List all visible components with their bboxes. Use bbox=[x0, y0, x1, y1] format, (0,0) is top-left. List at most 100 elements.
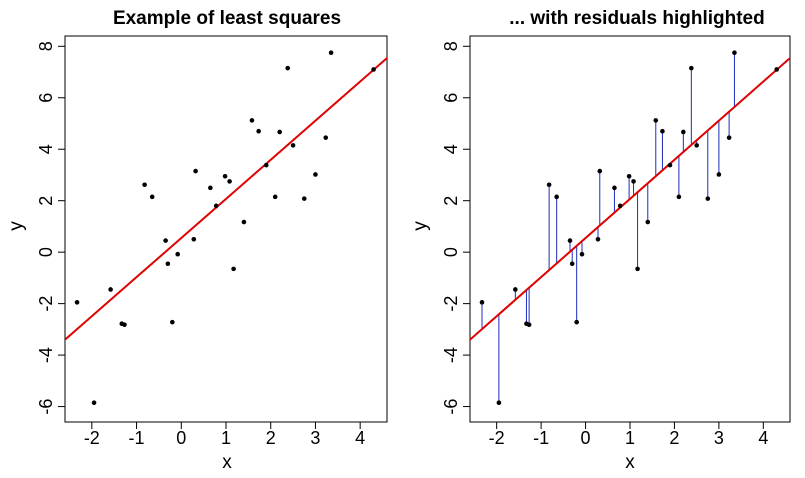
y-tick-label: 8 bbox=[36, 41, 56, 51]
data-point bbox=[595, 236, 601, 242]
data-point bbox=[163, 238, 168, 243]
data-point bbox=[149, 194, 155, 200]
data-point bbox=[660, 128, 665, 134]
data-point bbox=[597, 168, 603, 174]
data-point bbox=[579, 251, 585, 257]
y-tick-label: -6 bbox=[441, 399, 461, 415]
regression-line bbox=[65, 56, 387, 342]
data-point bbox=[323, 135, 329, 140]
data-point bbox=[328, 50, 334, 56]
data-point bbox=[726, 135, 732, 140]
panel-least-squares: Example of least squares x y -2 -1 0 1 2 3 4 -6… bbox=[6, 8, 388, 473]
y-tick-label: -4 bbox=[36, 347, 56, 363]
x-tick-label: 1 bbox=[221, 428, 231, 448]
y-tick-label: 4 bbox=[441, 144, 461, 154]
panel-1-frame bbox=[469, 35, 791, 423]
data-point bbox=[170, 319, 175, 325]
data-point bbox=[569, 261, 575, 267]
data-point bbox=[774, 67, 779, 72]
x-tick-label: 4 bbox=[355, 428, 365, 448]
data-point bbox=[165, 261, 171, 267]
data-point bbox=[371, 67, 376, 72]
y-tick-label: 0 bbox=[36, 247, 56, 257]
data-point bbox=[716, 172, 722, 177]
data-point bbox=[277, 129, 282, 135]
data-point bbox=[631, 179, 636, 184]
x-tick-label: -1 bbox=[129, 428, 145, 448]
regression-line bbox=[470, 56, 790, 342]
x-tick-label: 3 bbox=[310, 428, 320, 448]
panel-1-ylabel: y bbox=[410, 221, 431, 231]
data-point bbox=[732, 50, 737, 56]
y-tick-label: 2 bbox=[441, 196, 461, 206]
data-point bbox=[653, 118, 659, 123]
data-point bbox=[241, 219, 247, 225]
data-point bbox=[617, 203, 623, 209]
data-point bbox=[231, 266, 236, 272]
data-point bbox=[142, 182, 147, 188]
y-tick-label: -4 bbox=[441, 347, 461, 363]
y-tick-label: 0 bbox=[441, 247, 461, 257]
panel-1-xlabel: x bbox=[625, 452, 635, 473]
panel-residuals: ... with residuals highlighted x y -2 -1 0… bbox=[410, 8, 791, 473]
x-tick-label: 3 bbox=[714, 428, 724, 448]
data-point bbox=[313, 172, 318, 177]
data-point bbox=[122, 322, 127, 328]
data-point bbox=[285, 65, 291, 71]
x-tick-label: -2 bbox=[84, 428, 100, 448]
data-point bbox=[301, 196, 307, 201]
data-point bbox=[681, 129, 686, 135]
data-point bbox=[554, 194, 559, 200]
data-point bbox=[626, 173, 632, 179]
data-point bbox=[479, 300, 485, 305]
data-point bbox=[496, 400, 502, 406]
data-point bbox=[272, 194, 278, 200]
data-point bbox=[694, 143, 699, 148]
data-point bbox=[227, 179, 232, 184]
x-tick-label: 0 bbox=[581, 428, 591, 448]
data-point bbox=[612, 185, 617, 191]
data-point bbox=[91, 400, 97, 406]
data-point bbox=[513, 287, 518, 292]
data-point bbox=[249, 118, 255, 123]
panel-0-ylabel: y bbox=[6, 221, 27, 231]
data-point bbox=[645, 219, 651, 225]
data-point bbox=[74, 300, 80, 305]
y-tick-label: -6 bbox=[36, 399, 56, 415]
data-point bbox=[213, 203, 219, 209]
panel-1-title: ... with residuals highlighted bbox=[509, 8, 764, 29]
data-point bbox=[256, 128, 261, 134]
panel-0-xlabel: x bbox=[222, 452, 232, 473]
y-tick-label: 4 bbox=[36, 144, 56, 154]
x-tick-label: 4 bbox=[758, 428, 768, 448]
y-tick-label: 8 bbox=[441, 41, 461, 51]
x-tick-label: 2 bbox=[266, 428, 276, 448]
data-point bbox=[526, 322, 532, 328]
data-point bbox=[263, 162, 269, 168]
data-point bbox=[208, 185, 213, 191]
data-point bbox=[546, 182, 552, 188]
x-tick-label: 2 bbox=[669, 428, 679, 448]
data-point bbox=[290, 143, 296, 148]
x-tick-label: 0 bbox=[176, 428, 186, 448]
y-tick-label: 6 bbox=[36, 93, 56, 103]
x-tick-label: -2 bbox=[489, 428, 505, 448]
panel-0-plot-area bbox=[65, 50, 387, 406]
data-point bbox=[108, 287, 113, 292]
panel-1-plot-area bbox=[470, 50, 790, 406]
data-point bbox=[705, 196, 711, 201]
x-tick-label: -1 bbox=[533, 428, 549, 448]
data-point bbox=[193, 168, 198, 174]
data-point bbox=[689, 65, 694, 71]
x-tick-label: 1 bbox=[625, 428, 635, 448]
data-point bbox=[635, 266, 640, 272]
data-point bbox=[667, 162, 673, 168]
data-point bbox=[567, 238, 573, 243]
panel-0-frame bbox=[64, 35, 388, 423]
y-tick-label: 2 bbox=[36, 196, 56, 206]
panel-0-title: Example of least squares bbox=[113, 8, 341, 29]
data-point bbox=[175, 251, 180, 257]
data-point bbox=[574, 319, 579, 325]
y-tick-label: -2 bbox=[36, 296, 56, 312]
